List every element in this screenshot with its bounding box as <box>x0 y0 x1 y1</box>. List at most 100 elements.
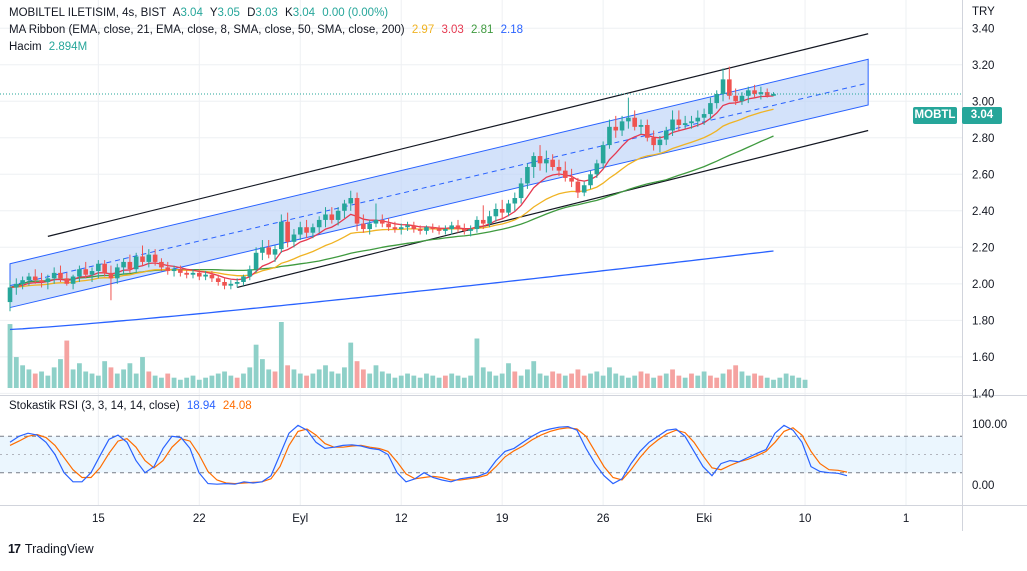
candle-body <box>146 254 152 262</box>
ma-ribbon-legend[interactable]: MA Ribbon (EMA, close, 21, EMA, close, 8… <box>9 23 527 37</box>
volume-bar <box>398 375 404 388</box>
candle-body <box>96 263 101 272</box>
volume-bar <box>304 375 309 388</box>
candle-body <box>26 276 32 281</box>
candle-body <box>449 225 454 230</box>
volume-bar <box>607 367 612 388</box>
volume-bar <box>140 357 145 388</box>
candle-body <box>638 125 644 127</box>
currency-label[interactable]: TRY <box>972 6 995 18</box>
volume-bar <box>165 373 171 388</box>
volume-bar <box>670 369 675 388</box>
candle-body <box>689 121 694 124</box>
volume-bar <box>152 375 158 388</box>
high-label: Y <box>209 7 218 19</box>
volume-bar <box>417 377 423 388</box>
volume-bar <box>436 377 442 388</box>
candle-body <box>657 139 663 146</box>
candle-body <box>588 174 593 186</box>
candle-body <box>291 234 297 242</box>
volume-bar <box>285 365 291 388</box>
candle-body <box>165 267 171 272</box>
candle-body <box>550 159 555 167</box>
candle-body <box>45 278 51 282</box>
volume-bar <box>39 371 44 388</box>
volume-bar <box>600 375 606 388</box>
volume-bar <box>480 367 486 388</box>
volume-bar <box>392 377 398 388</box>
close-value: 3.04 <box>292 7 316 19</box>
tradingview-logo[interactable]: 17 TradingView <box>8 542 94 556</box>
volume-bar <box>7 324 13 388</box>
volume-bar <box>209 375 215 388</box>
volume-bar <box>424 373 429 388</box>
volume-bar <box>739 371 745 388</box>
volume-bar <box>619 375 625 388</box>
candle-body <box>348 198 354 204</box>
close-label: K <box>285 7 293 19</box>
candle-body <box>373 219 379 224</box>
volume-bar <box>411 375 417 388</box>
candle-body <box>39 280 44 282</box>
candle-body <box>77 269 82 277</box>
stoch-rsi-k-line <box>9 424 848 485</box>
volume-bar <box>133 373 139 388</box>
candle-body <box>613 126 619 131</box>
volume-bar <box>190 375 196 388</box>
time-axis-label: Eyl <box>292 513 308 525</box>
volume-bar <box>506 363 511 388</box>
candle-body <box>443 229 448 231</box>
price-axis-label: 2.40 <box>972 206 994 218</box>
candle-body <box>241 276 246 282</box>
volume-bar <box>695 375 701 388</box>
candle-body <box>430 227 436 230</box>
volume-bar <box>802 379 808 388</box>
volume-bar <box>745 375 751 388</box>
volume-bar <box>796 377 802 388</box>
candle-body <box>676 119 682 126</box>
candle-body <box>14 283 19 288</box>
price-axis-label: 2.60 <box>972 169 994 181</box>
volume-bar <box>64 340 70 388</box>
candle-body <box>632 117 637 127</box>
candle-body <box>556 166 562 171</box>
volume-bar <box>752 373 757 388</box>
volume-bar <box>335 373 341 388</box>
candle-body <box>544 159 549 164</box>
regression-channel <box>9 58 869 309</box>
candle-body <box>752 90 757 94</box>
price-axis-label: 2.80 <box>972 133 994 145</box>
stoch-rsi-label: Stokastik RSI (3, 3, 14, 14, close) <box>9 400 180 412</box>
volume-bar <box>518 375 524 388</box>
candle-body <box>209 274 215 279</box>
candle-body <box>398 227 404 230</box>
stoch-rsi-legend[interactable]: Stokastik RSI (3, 3, 14, 14, close) 18.9… <box>9 399 256 413</box>
candle-body <box>20 280 25 284</box>
volume-bar <box>348 342 354 388</box>
volume-bar <box>108 367 114 388</box>
volume-bar <box>689 373 694 388</box>
candle-body <box>304 227 309 233</box>
volume-bar <box>556 373 562 388</box>
volume-label: Hacim <box>9 41 42 53</box>
symbol-legend[interactable]: MOBILTEL ILETISIM, 4s, BIST A3.04 Y3.05 … <box>9 6 392 20</box>
price-axis-label: 1.60 <box>972 352 994 364</box>
time-axis-label: 10 <box>799 513 812 525</box>
candle-body <box>619 121 625 131</box>
volume-bar <box>234 377 240 388</box>
candle-body <box>310 227 316 233</box>
stoch-rsi-axis-label: 100.00 <box>972 419 1007 431</box>
volume-bar <box>215 373 221 388</box>
candle-body <box>499 208 505 213</box>
candle-body <box>83 269 89 275</box>
stoch-rsi-axis-label: 0.00 <box>972 480 994 492</box>
candle-body <box>51 272 57 279</box>
candle-body <box>739 95 745 102</box>
open-value: 3.04 <box>180 7 203 19</box>
volume-legend[interactable]: Hacim 2.894M <box>9 40 91 54</box>
candle-body <box>64 278 70 284</box>
volume-bar <box>379 371 385 388</box>
candle-body <box>506 203 511 213</box>
